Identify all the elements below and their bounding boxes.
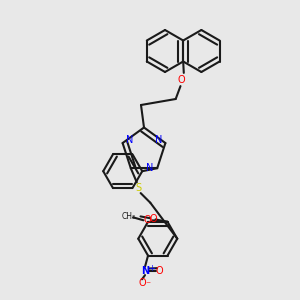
Text: O: O (155, 266, 163, 276)
Text: CH₃: CH₃ (122, 212, 136, 221)
Text: O: O (178, 74, 185, 85)
Text: N: N (141, 266, 149, 276)
Text: N: N (125, 135, 133, 145)
Text: ⁻: ⁻ (145, 280, 150, 290)
Text: O: O (138, 278, 146, 288)
Text: N: N (155, 135, 163, 145)
Text: O: O (149, 214, 157, 224)
Text: +: + (148, 264, 155, 273)
Text: N: N (146, 163, 153, 173)
Text: O: O (144, 215, 151, 225)
Text: S: S (135, 183, 141, 193)
